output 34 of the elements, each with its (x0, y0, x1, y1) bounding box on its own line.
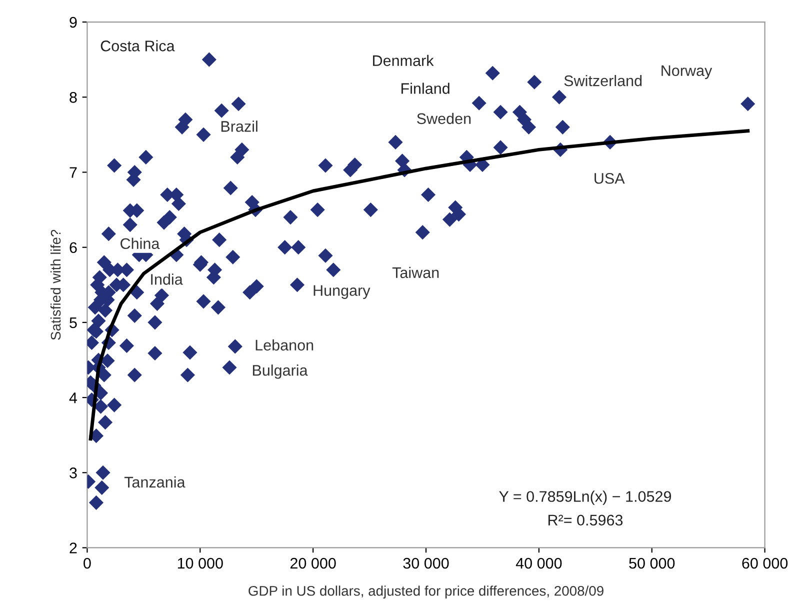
x-tick-label: 60 000 (742, 558, 788, 569)
y-tick-label: 4 (69, 392, 78, 404)
annotation: USA (594, 172, 625, 184)
annotation: Finland (402, 82, 450, 94)
annotation: Taiwan (392, 266, 439, 278)
y-tick-label: 7 (70, 167, 77, 178)
annotation: Hungary (314, 285, 370, 299)
x-tick-label: 10 000 (178, 558, 223, 569)
y-tick-label: 5 (70, 317, 77, 328)
y-tick-label: 6 (70, 242, 77, 254)
y-tick-label: 9 (70, 16, 77, 28)
x-tick-label: 30 000 (403, 558, 449, 569)
annotation: Costa Rica (100, 40, 175, 52)
annotation: Norway (662, 65, 712, 80)
y-tick-label: 2 (70, 542, 77, 554)
annotation: Brazil (221, 120, 258, 132)
annotation: R²= 0.5963 (548, 514, 623, 526)
x-tick-label: 40 000 (516, 558, 562, 569)
annotation: China (120, 238, 160, 250)
x-tick-label: 20 000 (290, 558, 336, 569)
y-tick-label: 8 (70, 92, 77, 103)
annotation: India (151, 274, 183, 285)
annotation: Bulgaria (252, 364, 308, 379)
y-axis-title: Satisfied with life? (50, 230, 61, 340)
y-tick-label: 3 (70, 468, 77, 478)
annotation: Tanzania (124, 476, 186, 488)
annotation: Switzerland (564, 74, 642, 86)
x-axis-title: GDP in US dollars, adjusted for price differences, 2008/09 (248, 586, 604, 599)
annotation: Y = 0.7859Ln(x) − 1.0529 (499, 490, 672, 505)
annotation: Sweden (417, 112, 471, 124)
x-tick-label: 0 (84, 558, 91, 569)
annotation: Lebanon (256, 339, 314, 351)
annotation: Denmark (373, 54, 434, 66)
x-tick-label: 50 000 (629, 558, 675, 569)
